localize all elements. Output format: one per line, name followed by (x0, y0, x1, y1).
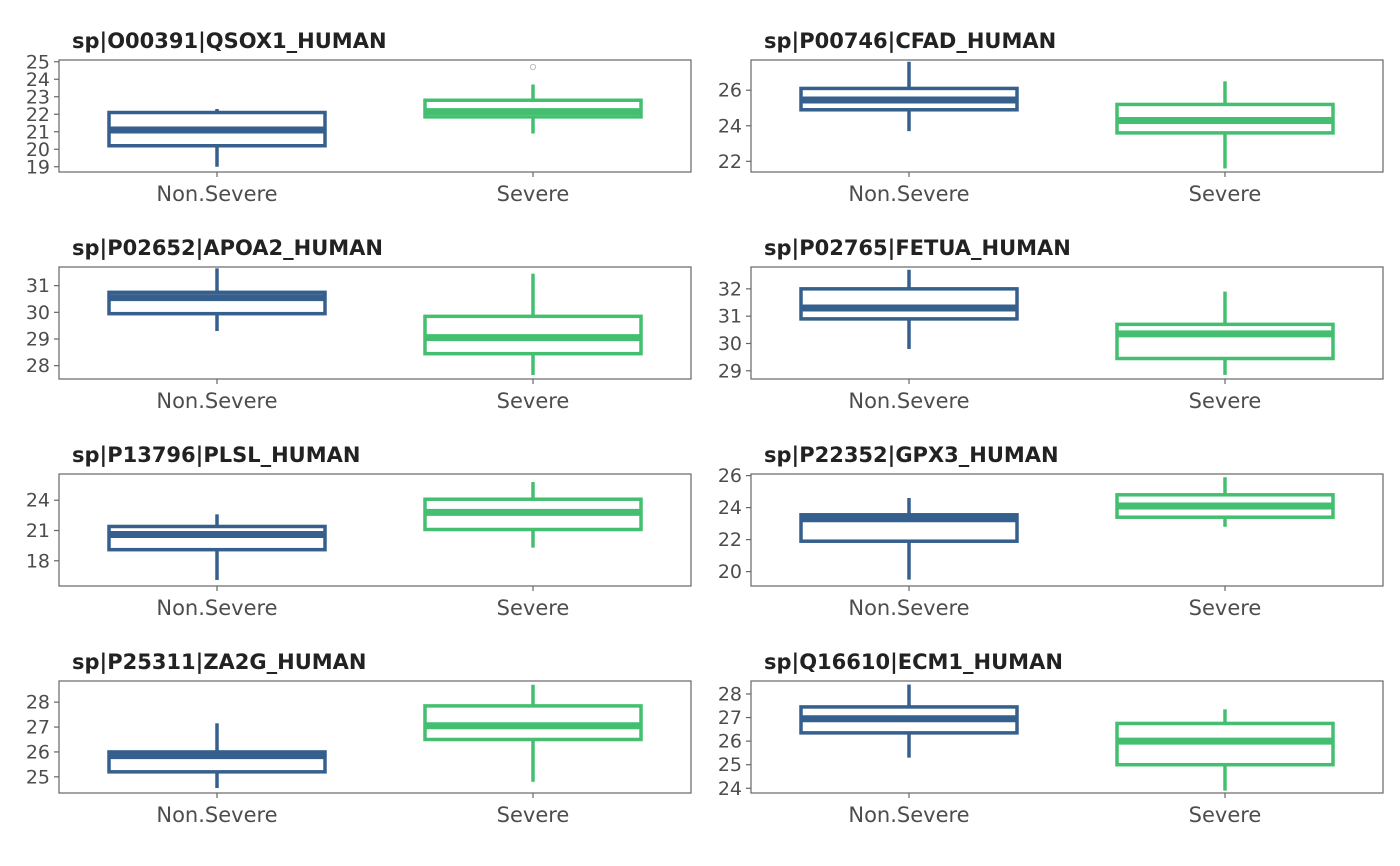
x-category-label: Non.Severe (156, 389, 277, 413)
iqr-box (107, 524, 327, 552)
y-tick-label: 29 (718, 360, 742, 382)
box-severe (423, 63, 643, 134)
panel-2: sp|P00746|CFAD_HUMAN 22 24 26 Non.Severe Seve… (718, 29, 1384, 206)
y-tick-label: 23 (26, 86, 50, 108)
x-category-label: Non.Severe (848, 182, 969, 206)
box-non-severe (107, 514, 327, 580)
box-severe (1115, 477, 1335, 527)
y-tick-label: 26 (26, 741, 50, 763)
panel-title: sp|P22352|GPX3_HUMAN (764, 443, 1059, 468)
box-severe (423, 482, 643, 548)
y-tick-label: 32 (718, 278, 742, 300)
y-tick-label: 31 (718, 306, 742, 328)
box-severe (1115, 709, 1335, 791)
y-tick-label: 26 (718, 731, 742, 753)
y-tick-label: 24 (718, 115, 742, 137)
x-category-label: Severe (497, 803, 570, 827)
x-category-label: Severe (1189, 389, 1262, 413)
panel-title: sp|Q16610|ECM1_HUMAN (764, 650, 1063, 675)
iqr-box (1115, 322, 1335, 361)
panel-title: sp|P02765|FETUA_HUMAN (764, 236, 1071, 261)
y-tick-label: 30 (26, 302, 50, 324)
x-category-label: Non.Severe (156, 596, 277, 620)
box-severe (423, 684, 643, 782)
box-non-severe (107, 723, 327, 789)
x-category-label: Severe (1189, 803, 1262, 827)
x-category-label: Severe (497, 389, 570, 413)
y-tick-label: 27 (718, 707, 742, 729)
y-tick-label: 31 (26, 275, 50, 297)
outlier-point (529, 63, 537, 71)
y-tick-label: 18 (26, 550, 50, 572)
y-tick-label: 22 (718, 529, 742, 551)
y-tick-label: 24 (26, 69, 50, 91)
panel-title: sp|P25311|ZA2G_HUMAN (72, 650, 367, 675)
y-tick-label: 24 (718, 497, 742, 519)
panel-title: sp|P00746|CFAD_HUMAN (764, 29, 1056, 54)
box-non-severe (107, 109, 327, 167)
panel-title: sp|P02652|APOA2_HUMAN (72, 236, 383, 261)
y-tick-label: 24 (718, 778, 742, 800)
panel-5: sp|P13796|PLSL_HUMAN 18 21 24 Non.Severe Seve… (26, 443, 692, 620)
y-tick-label: 19 (26, 156, 50, 178)
y-tick-label: 25 (26, 766, 50, 788)
panel-title: sp|P13796|PLSL_HUMAN (72, 443, 360, 468)
x-category-label: Non.Severe (848, 389, 969, 413)
panel-6: sp|P22352|GPX3_HUMAN 20 22 24 26 Non.Severe Se… (718, 443, 1384, 620)
y-tick-label: 28 (718, 683, 742, 705)
y-tick-label: 26 (718, 80, 742, 102)
x-category-label: Non.Severe (156, 182, 277, 206)
box-severe (423, 273, 643, 375)
y-tick-label: 27 (26, 717, 50, 739)
x-category-label: Severe (497, 596, 570, 620)
iqr-box (799, 287, 1019, 321)
panel-title: sp|O00391|QSOX1_HUMAN (72, 29, 387, 54)
y-tick-label: 29 (26, 329, 50, 351)
x-category-label: Non.Severe (848, 596, 969, 620)
x-category-label: Severe (497, 182, 570, 206)
y-tick-label: 30 (718, 333, 742, 355)
y-tick-label: 21 (26, 520, 50, 542)
x-category-label: Severe (1189, 596, 1262, 620)
y-tick-label: 20 (26, 139, 50, 161)
box-non-severe (799, 61, 1019, 132)
box-non-severe (799, 269, 1019, 349)
x-category-label: Non.Severe (848, 803, 969, 827)
y-tick-label: 26 (718, 465, 742, 487)
y-tick-label: 24 (26, 490, 50, 512)
panel-4: sp|P02765|FETUA_HUMAN 29 30 31 32 Non.Severe S… (718, 236, 1384, 413)
y-tick-label: 20 (718, 561, 742, 583)
y-tick-label: 22 (718, 151, 742, 173)
y-tick-label: 28 (26, 355, 50, 377)
box-non-severe (799, 684, 1019, 758)
y-tick-label: 21 (26, 121, 50, 143)
y-tick-label: 25 (718, 754, 742, 776)
box-non-severe (107, 268, 327, 331)
x-category-label: Severe (1189, 182, 1262, 206)
box-severe (1115, 291, 1335, 375)
box-severe (1115, 81, 1335, 169)
box-non-severe (799, 498, 1019, 580)
y-tick-label: 22 (26, 104, 50, 126)
x-category-label: Non.Severe (156, 803, 277, 827)
panel-3: sp|P02652|APOA2_HUMAN 28 29 30 31 Non.Severe S… (26, 236, 692, 413)
y-tick-label: 28 (26, 692, 50, 714)
y-tick-label: 25 (26, 51, 50, 73)
